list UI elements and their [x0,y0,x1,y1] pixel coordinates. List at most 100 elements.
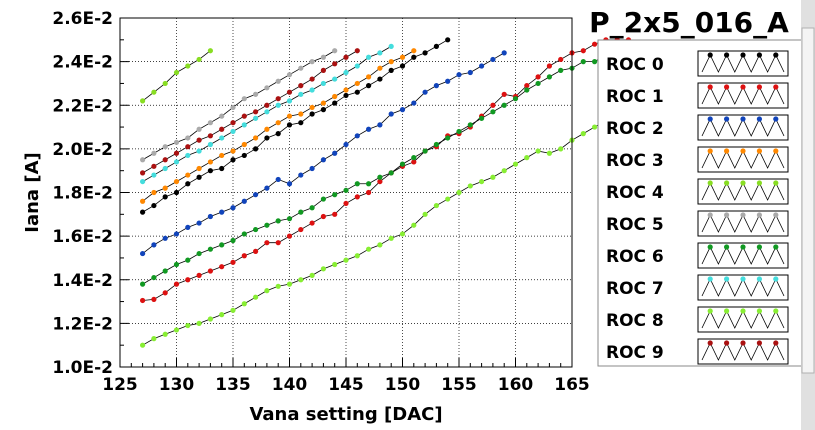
y-tick-label: 1.4E-2 [52,271,113,291]
data-point [456,189,462,196]
legend-swatch-marker [740,276,746,282]
data-point [151,150,157,156]
x-tick-label: 125 [102,375,138,395]
data-point [320,157,326,163]
data-point [286,113,293,119]
data-point [286,181,293,187]
data-point [535,74,541,80]
data-point [320,67,326,73]
data-point [185,144,191,150]
data-point [366,83,372,89]
data-point [309,272,315,278]
data-point [275,102,281,108]
data-point [230,120,236,126]
x-tick-label: 155 [441,375,477,395]
data-point [241,141,247,148]
legend-swatch-marker [707,148,713,154]
data-point [411,48,417,54]
legend-swatch-marker [724,180,730,186]
data-point [377,178,383,185]
legend-swatch-marker [707,276,713,282]
data-point [354,133,360,139]
y-tick-label: 1.0E-2 [52,358,113,378]
data-point [332,100,338,106]
legend-swatch-marker [773,148,779,154]
data-point [253,294,259,300]
data-point [207,159,213,165]
data-point [151,163,157,169]
legend-label: ROC 2 [606,119,664,139]
data-point [207,168,213,174]
data-point [173,69,180,76]
data-point [399,231,406,237]
data-point [162,194,168,200]
data-point [207,48,213,54]
x-tick-label: 130 [159,375,195,395]
data-point [230,157,236,163]
data-point [140,209,146,215]
data-point [185,172,191,178]
data-point [196,137,202,143]
data-point [309,111,315,117]
data-point [377,174,383,180]
data-point [399,107,406,113]
data-point [309,87,315,93]
legend-swatch-marker [773,180,779,186]
data-point [343,187,349,193]
legend-label: ROC 4 [606,183,664,203]
x-tick-label: 160 [498,375,534,395]
legend-swatch-marker [773,276,779,282]
data-point [275,120,281,126]
data-point [185,322,191,329]
data-point [388,43,394,49]
data-point [377,76,383,82]
data-point [207,133,213,139]
data-point [343,92,349,99]
data-point [140,281,146,287]
data-point [264,102,270,108]
data-point [275,96,281,102]
data-point [241,301,247,307]
data-point [230,205,236,211]
data-point [377,65,383,71]
data-point [162,185,168,191]
legend-swatch-marker [740,148,746,154]
data-point [151,89,157,95]
data-point [207,120,213,126]
x-tick-label: 145 [328,375,364,395]
legend: ROC 0 ROC 1 ROC 2 ROC 3 ROC 4 ROC 5 ROC 6 ROC 7… [597,39,803,367]
data-point [185,257,191,263]
x-tick-label: 135 [215,375,251,395]
series-roc-7 [140,43,394,185]
data-point [219,152,225,159]
legend-swatch-marker [707,308,713,314]
data-point [253,192,259,198]
data-point [173,159,180,165]
data-point [264,240,270,246]
right-scrollbar[interactable] [801,0,815,430]
data-point [219,113,225,119]
data-point [433,141,439,148]
y-tick-label: 2.6E-2 [52,9,113,29]
series-roc-2 [140,50,507,257]
y-tick-label: 2.4E-2 [52,53,113,73]
data-point [298,172,304,178]
data-point [185,152,191,159]
data-point [399,54,406,60]
data-point [332,76,338,82]
data-point [275,131,281,137]
legend-item: ROC 5 [606,210,789,237]
x-tick-label: 165 [554,375,590,395]
data-point [207,141,213,148]
y-axis-title: Iana [A] [22,152,43,232]
legend-swatch-marker [707,340,713,346]
data-point [151,172,157,178]
data-point [535,80,541,87]
data-point [219,264,225,270]
data-point [366,189,372,196]
series-line [142,39,448,213]
data-point [490,109,496,115]
scrollbar-thumb[interactable] [801,27,815,374]
data-point [173,327,180,333]
data-point [185,63,191,69]
